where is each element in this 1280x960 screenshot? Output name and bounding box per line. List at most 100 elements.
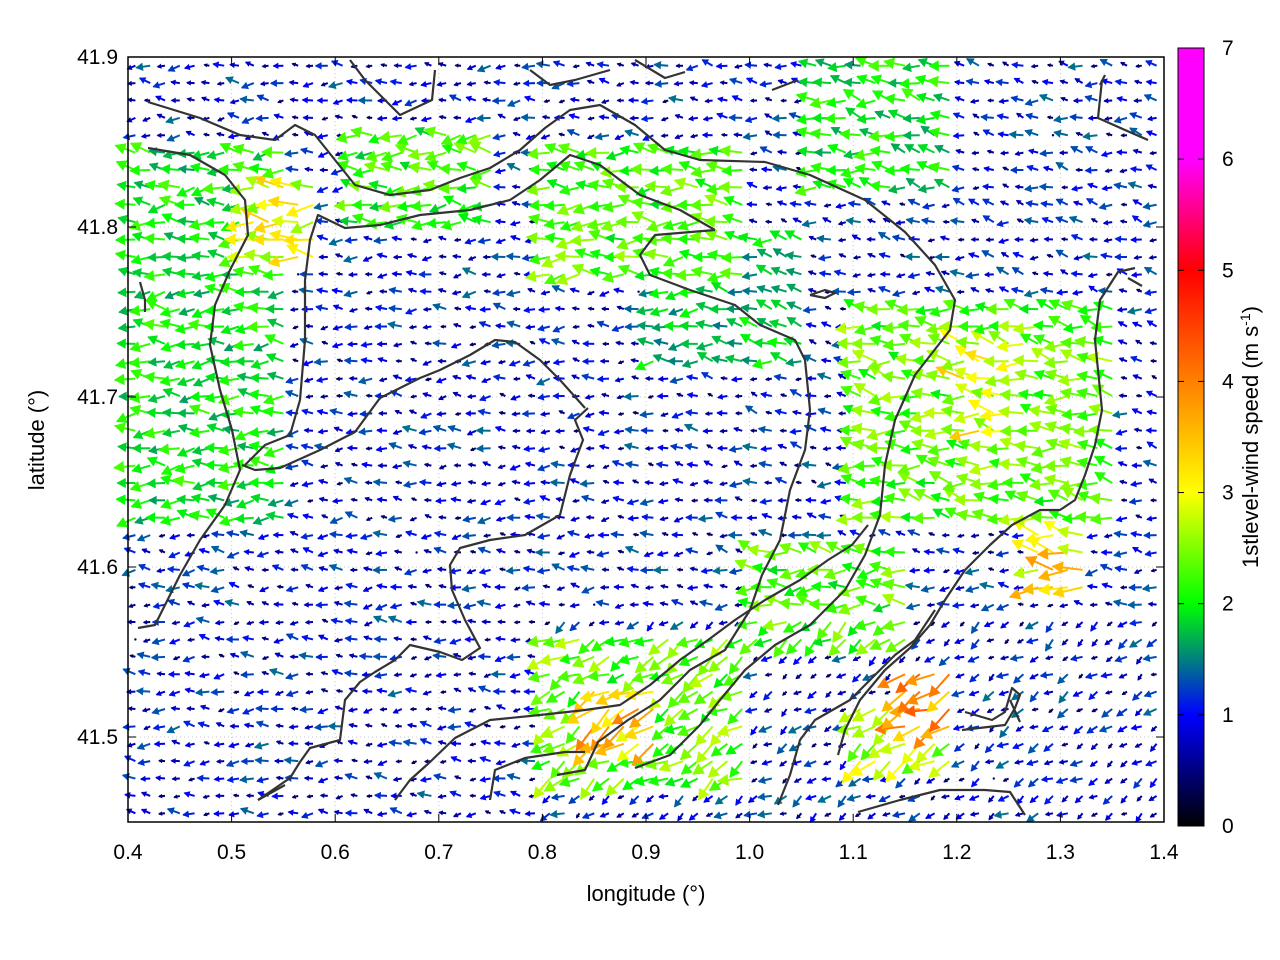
wind-vector-head [345, 96, 353, 104]
wind-vector-head [136, 534, 146, 542]
wind-vector-head [257, 790, 265, 798]
wind-vector-head [167, 64, 176, 72]
wind-vector-head [301, 408, 309, 416]
wind-vector-head [247, 302, 259, 314]
wind-vector-head [117, 442, 127, 453]
wind-vector-head [233, 671, 238, 676]
wind-vector-head [285, 633, 294, 641]
wind-vector-head [304, 323, 310, 329]
wind-vector-head [147, 445, 158, 455]
wind-vector-head [217, 163, 229, 176]
wind-vector-head [236, 441, 247, 452]
wind-vector-head [217, 237, 230, 249]
wind-vector-head [259, 586, 266, 593]
wind-vector-head [335, 688, 341, 694]
wind-vector-head [131, 231, 143, 242]
wind-vector-head [210, 530, 219, 539]
wind-vector-head [132, 196, 144, 207]
wind-vector-head [305, 63, 311, 69]
wind-vector-head [257, 533, 265, 541]
wind-vector-head [259, 80, 266, 87]
wind-vector-head [204, 459, 215, 471]
wind-vector-head [317, 808, 325, 815]
wind-vector-head [163, 231, 174, 241]
wind-vector-head [217, 708, 223, 713]
wind-vector-head [188, 777, 193, 782]
wind-vector-head [248, 264, 261, 276]
wind-vector-head [158, 195, 171, 207]
wind-vector-head [315, 601, 322, 609]
wind-vector-head [214, 635, 221, 642]
wind-vector-head [225, 759, 235, 768]
wind-vector-head [343, 476, 352, 485]
wind-vector-head [143, 427, 156, 439]
wind-vector-head [177, 423, 188, 433]
wind-vector-head [283, 149, 292, 158]
wind-vector-head [240, 81, 249, 90]
wind-vector-head [133, 180, 144, 190]
wind-vector-head [204, 442, 215, 454]
wind-vector-head [166, 565, 174, 574]
wind-vector-head [343, 669, 352, 678]
wind-vector-head [274, 652, 281, 658]
wind-vector-head [317, 533, 324, 541]
wind-vector-head [234, 286, 245, 298]
wind-vector-head [313, 723, 322, 731]
wind-vector-head [209, 566, 218, 576]
wind-vector-head [248, 440, 260, 452]
wind-vector-head [185, 80, 191, 86]
wind-vector-head [243, 249, 256, 262]
wind-vector-head [143, 269, 155, 282]
wind-vector-head [268, 667, 278, 676]
wind-vector-head [155, 95, 162, 102]
wind-vector-head [335, 794, 341, 800]
wind-vector-head [158, 758, 163, 764]
wind-vector-head [301, 459, 309, 467]
wind-vector-head [150, 653, 159, 662]
wind-vector-head [129, 480, 142, 492]
wind-vector-head [192, 288, 203, 298]
wind-vector-head [232, 406, 244, 418]
wind-vector-head [225, 529, 234, 538]
wind-vector-head [261, 167, 275, 179]
wind-vector-head [256, 94, 265, 102]
wind-vector-head [184, 741, 191, 748]
wind-vector-head [186, 115, 192, 121]
wind-vector-head [318, 496, 325, 503]
wind-vector-head [145, 512, 156, 523]
wind-vector-head [303, 427, 309, 434]
wind-vector-head [262, 394, 275, 405]
wind-vector-head [118, 306, 128, 316]
wind-vector-head [240, 757, 248, 766]
wind-vector-head [131, 463, 143, 474]
wind-vector-head [284, 463, 293, 471]
wind-vector-head [129, 341, 142, 353]
wind-vector-head [233, 690, 238, 695]
wind-vector-head [264, 334, 276, 345]
wind-vector-head [235, 499, 247, 509]
wind-vector-head [184, 670, 191, 677]
wind-vector-head [161, 427, 172, 438]
wind-vector-head [289, 548, 296, 554]
wind-vector-head [156, 113, 163, 119]
wind-vector-head [343, 255, 352, 264]
wind-vector-head [332, 99, 340, 106]
wind-vector-head [244, 61, 251, 67]
wind-vector-head [147, 335, 158, 346]
wind-vector-head [313, 357, 322, 366]
wind-vector-head [148, 162, 159, 172]
wind-vector-head [335, 653, 341, 659]
wind-vector-head [235, 356, 245, 367]
wind-vector-head [234, 430, 247, 441]
wind-vector-head [217, 462, 230, 474]
wind-vector-head [146, 252, 157, 263]
wind-vector-head [335, 271, 341, 277]
wind-vector-head [256, 811, 264, 819]
wind-vector-head [263, 478, 274, 489]
wind-vector-head [191, 359, 203, 370]
wind-vector-head [303, 377, 310, 383]
wind-vector-head [187, 319, 200, 331]
wind-vector-head [116, 516, 128, 528]
wind-vector-head [350, 497, 355, 503]
wind-vector-head [267, 195, 280, 208]
